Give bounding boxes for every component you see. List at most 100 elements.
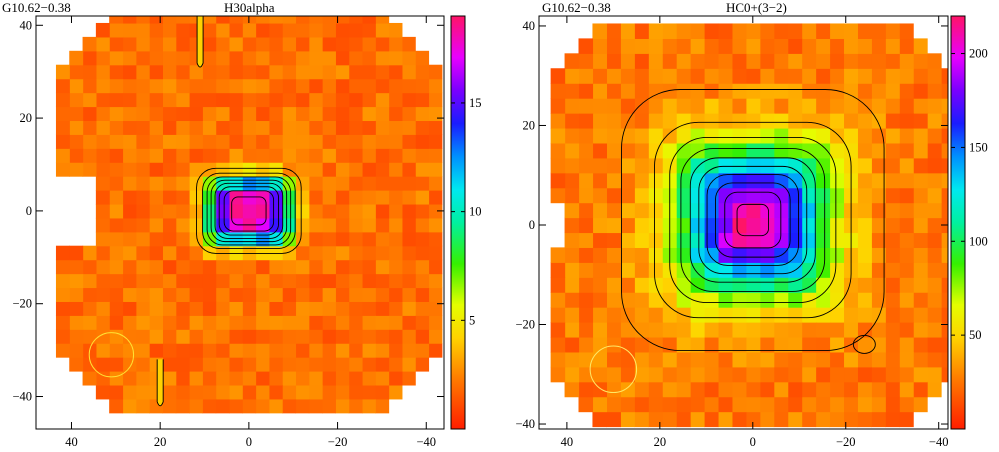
heatmap-cell [745, 351, 761, 368]
heatmap-cell [255, 315, 270, 330]
heatmap-cell [428, 106, 443, 122]
heatmap-cell [428, 64, 443, 80]
heatmap-cell [295, 370, 310, 386]
heatmap-cell [745, 366, 761, 383]
heatmap-cell [322, 203, 336, 219]
heatmap-cell [606, 351, 621, 368]
heatmap-cell [162, 217, 177, 233]
heatmap-cell [282, 134, 297, 149]
heatmap-cell [815, 411, 831, 428]
heatmap-cell [815, 396, 831, 413]
heatmap-cell [662, 366, 677, 383]
heatmap-cell [335, 148, 350, 163]
x-tick-label: 0 [246, 435, 252, 449]
heatmap-cell [268, 92, 283, 108]
heatmap-cell [295, 357, 310, 372]
heatmap-cell [335, 176, 350, 191]
heatmap-cell [703, 83, 719, 99]
heatmap-cell [282, 148, 297, 163]
heatmap-cell [941, 157, 948, 174]
heatmap-cell [773, 98, 789, 114]
heatmap-cell [109, 217, 124, 233]
heatmap-cell [202, 106, 217, 122]
heatmap-cell [829, 113, 845, 129]
heatmap-cell [564, 202, 580, 219]
heatmap-cell [703, 53, 719, 69]
heatmap-cell [648, 411, 663, 428]
heatmap-cell [759, 217, 775, 234]
heatmap-cell [871, 307, 886, 323]
clump-contour [852, 334, 876, 354]
heatmap-cell [162, 176, 177, 191]
heatmap-cell [215, 22, 230, 38]
heatmap-cell [648, 217, 663, 234]
heatmap-cell [388, 287, 403, 302]
heatmap-cell [255, 357, 270, 372]
heatmap-cell [82, 36, 97, 52]
heatmap-cell [857, 277, 872, 293]
heatmap-cell [857, 157, 872, 174]
heatmap-cell [135, 259, 150, 275]
heatmap-cell [295, 287, 310, 302]
heatmap-cell [282, 315, 297, 330]
x-tick-label: 20 [654, 435, 667, 449]
heatmap-cell [676, 262, 691, 278]
heatmap-cell [428, 343, 443, 358]
heatmap-cell [348, 190, 363, 205]
heatmap-cell [322, 370, 336, 386]
heatmap-cell [95, 92, 110, 108]
heatmap-cell [162, 120, 177, 135]
heatmap-cell [801, 381, 817, 398]
heatmap-cell [787, 307, 803, 323]
heatmap-cell [913, 187, 928, 204]
heatmap-cell [361, 301, 376, 316]
heatmap-cell [592, 351, 607, 368]
heatmap-cell [634, 247, 649, 263]
heatmap-cell [759, 157, 775, 174]
heatmap-cell [69, 357, 84, 372]
heatmap-cell [564, 172, 580, 189]
heatmap-cell [913, 322, 928, 338]
heatmap-cell [162, 329, 177, 344]
heatmap-cell [815, 232, 831, 248]
heatmap-cell [109, 16, 124, 24]
heatmap-cell [55, 106, 70, 122]
heatmap-cell [648, 351, 663, 368]
heatmap-cell [927, 83, 942, 99]
heatmap-cell [361, 16, 376, 24]
chart-title: H30alpha [224, 0, 275, 15]
heatmap-cell [335, 16, 350, 24]
heatmap-cell [189, 370, 203, 386]
heatmap-cell [885, 411, 900, 428]
heatmap-cell [871, 277, 886, 293]
heatmap-cell [242, 162, 257, 177]
heatmap-cell [135, 217, 150, 233]
heatmap-cell [335, 384, 350, 400]
heatmap-cell [717, 292, 733, 308]
heatmap-cell [415, 301, 430, 316]
heatmap-cell [885, 172, 900, 189]
heatmap-cell [885, 53, 900, 69]
heatmap-cell [634, 142, 649, 159]
heatmap-cell [162, 398, 177, 414]
heatmap-cell [348, 231, 363, 247]
heatmap-cell [592, 113, 607, 129]
heatmap-cell [348, 36, 363, 52]
heatmap-cell [335, 203, 350, 219]
heatmap-cell [871, 262, 886, 278]
heatmap-cell [620, 411, 635, 428]
heatmap-cell [348, 301, 363, 316]
heatmap-cell [676, 292, 691, 308]
heatmap-cell [745, 411, 761, 428]
heatmap-cell [801, 322, 817, 338]
heatmap-cell [815, 157, 831, 174]
heatmap-cell [634, 38, 649, 54]
heatmap-cell [162, 64, 177, 80]
heatmap-cell [941, 277, 948, 293]
heatmap-cell [592, 247, 607, 263]
heatmap-cell [717, 411, 733, 428]
heatmap-cell [564, 336, 580, 353]
heatmap-cell [592, 232, 607, 248]
heatmap-cell [109, 231, 124, 247]
